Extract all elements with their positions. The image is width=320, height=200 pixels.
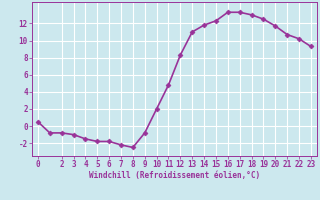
X-axis label: Windchill (Refroidissement éolien,°C): Windchill (Refroidissement éolien,°C) [89,171,260,180]
